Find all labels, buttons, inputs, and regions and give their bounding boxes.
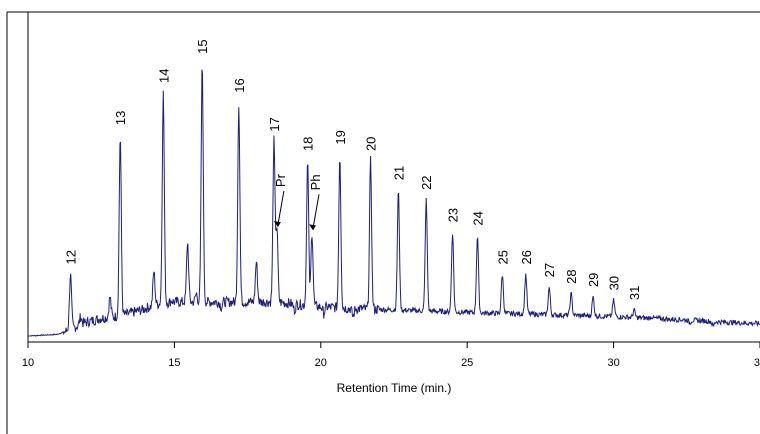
peak-label: 29 [586,273,601,287]
peak-label: 31 [627,286,642,300]
peak-label: 13 [113,111,128,125]
peak-label-arrowhead [273,221,281,228]
x-tick-label: 15 [168,357,180,369]
x-axis-ticks: 10 15 20 25 30 35 [22,342,760,369]
peak-label: 18 [301,137,316,151]
peak-label: 25 [495,250,510,264]
peak-label-arrow [277,190,285,226]
x-tick-label: 25 [461,357,473,369]
peak-label: 26 [519,250,534,264]
peak-labels: 12 13 14 15 16 17 Pr 18 Ph 19 20 21 22 23 24 25 26 27 28 29… [63,39,642,300]
peak-label: 15 [195,39,210,53]
x-tick-label: 10 [22,357,34,369]
peak-label: 28 [564,269,579,283]
peak-label: 21 [391,166,406,180]
peak-label: 24 [470,211,485,225]
peak-label: 12 [63,250,78,264]
x-tick-label: 35 [754,357,760,369]
x-tick-label: 20 [315,357,327,369]
chromatogram-signal [27,69,760,337]
peak-label: 20 [364,137,379,151]
x-axis-title: Retention Time (min.) [337,381,452,395]
peak-label: 14 [156,69,171,83]
peak-label: 30 [607,276,622,290]
peak-label: Ph [308,174,323,190]
peak-label-arrowhead [309,224,317,231]
peak-label: 17 [267,117,282,131]
chromatogram-trace [27,69,760,337]
peak-label: 27 [542,263,557,277]
peak-label: 19 [333,130,348,144]
peak-label: 16 [232,78,247,92]
peak-label: 23 [446,208,461,222]
peak-label: 22 [419,175,434,189]
x-tick-label: 30 [607,357,619,369]
peak-label-arrow [312,194,320,229]
peak-label: Pr [273,173,288,187]
